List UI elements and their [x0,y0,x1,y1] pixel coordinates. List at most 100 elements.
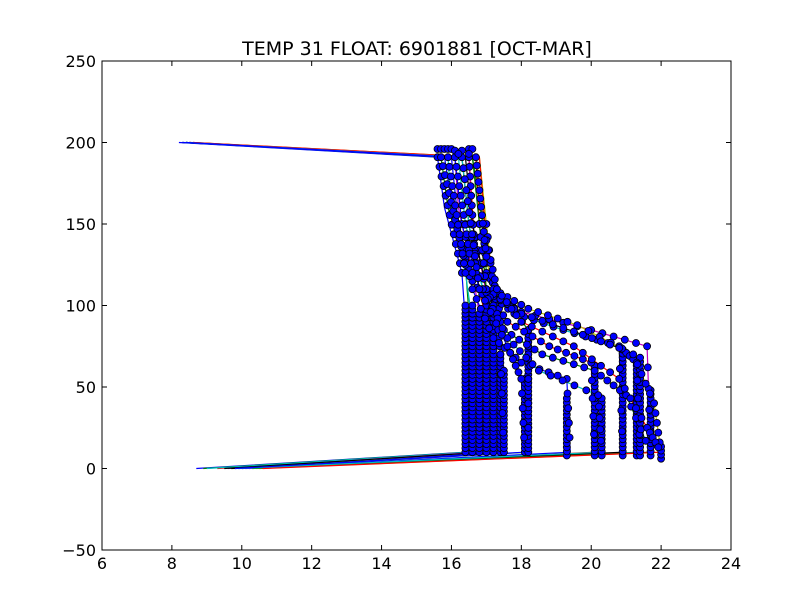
data-point-546 [645,405,654,414]
data-point-479 [511,322,520,331]
data-point-610 [476,304,485,313]
data-point-663 [492,285,501,294]
data-point-446 [498,409,507,418]
data-point-707 [582,386,591,395]
y-tick-label: 0 [86,460,96,479]
data-point-814 [462,186,471,195]
data-point-589 [527,313,536,322]
data-point-657 [641,436,650,445]
data-point-796 [467,259,475,268]
data-point-727 [514,368,523,377]
data-point-788 [455,182,464,191]
data-point-561 [553,314,562,323]
data-point-626 [565,418,573,427]
data-point-732 [520,433,528,442]
data-point-519 [633,376,642,385]
data-point-725 [509,355,517,364]
data-point-833 [464,149,473,158]
data-point-778 [452,211,461,219]
data-point-671 [548,332,557,341]
data-point-773 [445,162,454,171]
y-axis: 250 200 150 100 50 0 −50 [62,52,731,560]
data-point-708 [594,391,603,400]
data-point-641 [523,340,531,349]
data-point-704 [546,371,555,380]
data-point-609 [472,295,481,303]
data-point-481 [528,332,537,341]
data-point-780 [455,230,464,239]
data-point-465 [524,374,533,383]
data-point-679 [620,384,629,393]
data-point-701 [522,353,531,362]
data-point-483 [545,342,554,351]
data-point-568 [629,350,638,359]
data-point-774 [446,172,455,181]
data-point-797 [468,268,477,277]
data-point-700 [516,347,524,356]
data-point-596 [597,337,605,346]
data-point-815 [463,197,472,206]
data-point-681 [632,404,640,413]
data-point-703 [534,366,543,375]
data-point-729 [518,389,526,398]
data-point-781 [457,240,466,248]
data-point-723 [503,342,512,351]
data-point-492 [590,430,598,439]
x-tick-label: 16 [441,554,461,573]
data-point-782 [458,249,467,258]
data-point-702 [528,360,537,369]
data-point-651 [609,381,618,390]
data-point-489 [588,376,596,385]
data-point-598 [615,343,624,352]
data-point-668 [517,317,526,326]
data-point-804 [477,202,486,211]
data-point-801 [474,178,483,186]
data-point-602 [618,427,626,436]
data-point-571 [641,379,650,388]
marker-layer [433,145,665,463]
data-point-820 [471,252,479,261]
data-point-710 [595,414,604,422]
data-point-673 [569,342,578,351]
data-point-817 [466,219,475,228]
data-point-776 [449,191,458,200]
data-point-642 [530,345,539,354]
data-point-443 [496,350,505,359]
data-point-682 [637,414,646,422]
data-point-444 [497,370,506,378]
data-point-649 [597,371,605,380]
data-point-730 [518,404,527,413]
y-tick-label: 100 [65,297,96,316]
data-point-593 [569,327,578,336]
data-point-542 [632,339,640,347]
data-point-563 [573,321,582,330]
data-point-544 [643,363,652,372]
data-point-487 [578,355,587,364]
x-tick-label: 12 [301,554,321,573]
data-point-597 [606,340,614,349]
data-point-614 [495,339,503,347]
data-point-726 [511,361,520,370]
data-point-572 [646,389,654,398]
data-point-731 [519,418,528,427]
data-point-787 [453,172,462,181]
data-point-818 [468,230,477,239]
x-tick-label: 8 [167,554,177,573]
data-point-672 [559,337,568,346]
data-point-491 [589,412,598,421]
data-point-806 [478,219,487,228]
data-point-575 [653,418,661,427]
data-point-790 [458,201,467,210]
data-point-670 [538,327,547,336]
data-point-447 [499,428,508,437]
data-point-627 [565,433,574,442]
data-point-834 [454,149,463,158]
x-tick-label: 10 [232,554,252,573]
data-point-650 [603,376,612,385]
data-point-789 [456,191,465,200]
data-point-805 [478,211,486,220]
chart-title: TEMP 31 FLOAT: 6901881 [OCT-MAR] [241,38,592,60]
data-point-784 [461,268,470,277]
y-tick-label: −50 [62,541,96,560]
